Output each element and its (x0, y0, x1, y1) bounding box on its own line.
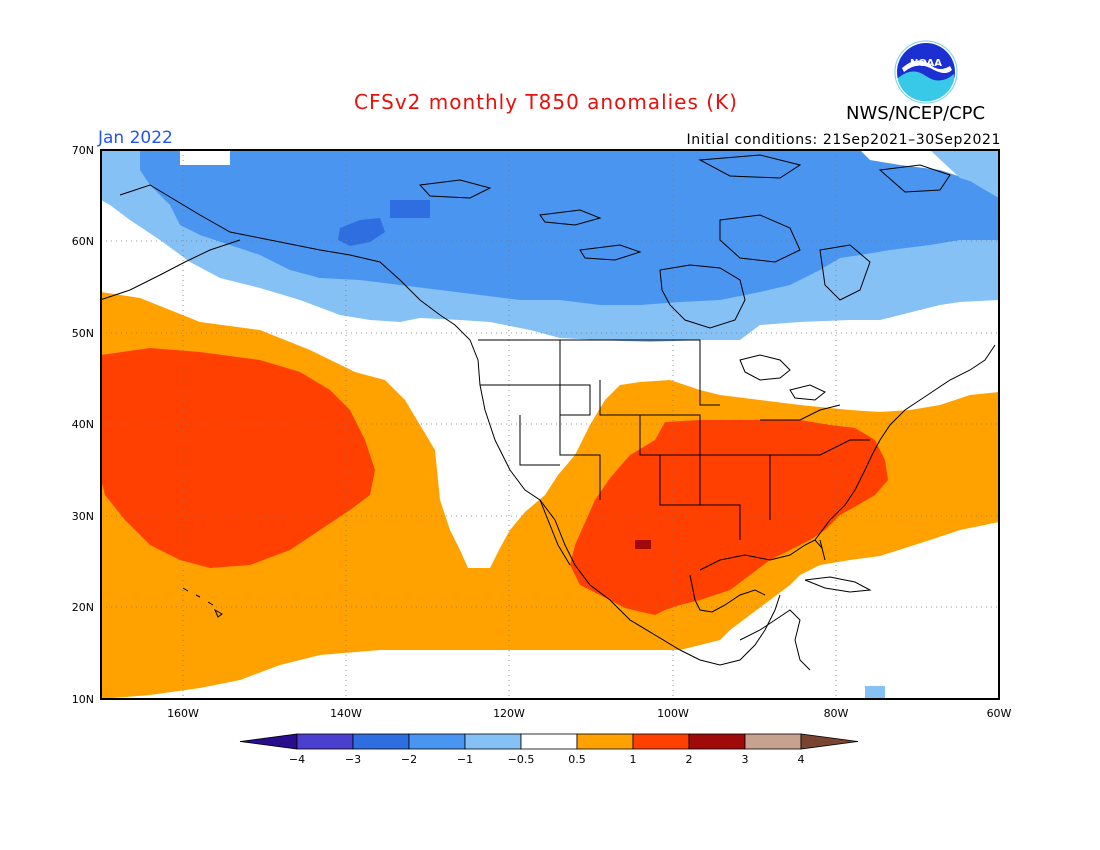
colorbar-arrow-low (239, 733, 298, 750)
colorbar-tick-label: −4 (289, 753, 305, 766)
colorbar-swatch (520, 733, 578, 750)
anomaly-region-darkblue (390, 200, 430, 218)
lon-axis: 160W 140W 120W 100W 80W 60W (167, 707, 1011, 720)
colorbar-tick-label: −3 (345, 753, 361, 766)
colorbar-arrow-high (800, 733, 859, 750)
lon-label: 140W (330, 707, 362, 720)
lon-label: 60W (987, 707, 1012, 720)
colorbar-swatch (464, 733, 522, 750)
colorbar-tick-label: 1 (630, 753, 637, 766)
lon-label: 80W (824, 707, 849, 720)
colorbar-tick-label: 3 (742, 753, 749, 766)
colorbar-tick-label: 2 (686, 753, 693, 766)
anomaly-region-darkblue (338, 218, 385, 246)
colorbar-swatch (744, 733, 802, 750)
colorbar-tick-label: 4 (798, 753, 805, 766)
anomaly-region-darkred (635, 540, 651, 549)
colorbar-swatch (576, 733, 634, 750)
colorbar-tick-label: −1 (457, 753, 473, 766)
colorbar-tick-label: −0.5 (508, 753, 535, 766)
lat-label: 30N (72, 510, 94, 523)
noaa-logo-icon: NOAA (894, 40, 958, 104)
coastlines (101, 154, 996, 671)
colorbar-labels: −4 −3 −2 −1 −0.5 0.5 1 2 3 4 (289, 753, 805, 766)
forecast-month: Jan 2022 (98, 128, 173, 148)
lat-label: 10N (72, 693, 94, 706)
anomaly-region-red-continent (570, 420, 888, 615)
lat-label: 20N (72, 601, 94, 614)
lon-label: 160W (167, 707, 199, 720)
lat-label: 50N (72, 327, 94, 340)
map-frame (100, 149, 1000, 700)
lon-label: 120W (493, 707, 525, 720)
lat-axis: 70N 60N 50N 40N 30N 20N 10N (72, 144, 94, 706)
colorbar-swatch (408, 733, 466, 750)
anomaly-region-red-pacific (101, 348, 375, 568)
svg-text:NOAA: NOAA (910, 58, 942, 69)
org-label: NWS/NCEP/CPC (846, 103, 986, 124)
anomaly-field (101, 150, 999, 699)
colorbar-swatch (632, 733, 690, 750)
lon-label: 100W (657, 707, 689, 720)
colorbar-swatch (352, 733, 410, 750)
lat-label: 70N (72, 144, 94, 157)
colorbar-swatch (688, 733, 746, 750)
lat-label: 40N (72, 418, 94, 431)
initial-conditions: Initial conditions: 21Sep2021–30Sep2021 (686, 132, 1001, 148)
lat-label: 60N (72, 235, 94, 248)
colorbar-swatch (296, 733, 354, 750)
colorbar-tick-label: −2 (401, 753, 417, 766)
chart-title: CFSv2 monthly T850 anomalies (K) (354, 90, 738, 114)
anomaly-region-blue (140, 150, 999, 305)
colorbar (239, 733, 859, 750)
colorbar-tick-label: 0.5 (568, 753, 586, 766)
